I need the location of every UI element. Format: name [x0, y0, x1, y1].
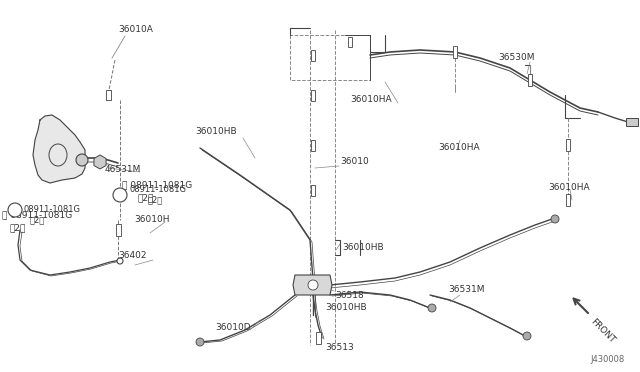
Polygon shape: [293, 275, 332, 295]
Text: 〈2）: 〈2）: [10, 224, 26, 232]
Text: 36010H: 36010H: [134, 215, 170, 224]
Circle shape: [76, 154, 88, 166]
Bar: [316, 332, 321, 344]
Bar: [311, 90, 315, 101]
Text: 46531M: 46531M: [105, 166, 141, 174]
Text: 36010HA: 36010HA: [350, 96, 392, 105]
Bar: [566, 194, 570, 206]
Text: 36513: 36513: [325, 343, 354, 353]
Text: 36010D: 36010D: [215, 324, 251, 333]
Bar: [348, 37, 352, 47]
Text: ⓝ 08911-1081G: ⓝ 08911-1081G: [122, 180, 192, 189]
Text: 36010HA: 36010HA: [438, 144, 479, 153]
Circle shape: [8, 203, 22, 217]
Text: 36010HB: 36010HB: [325, 304, 367, 312]
Polygon shape: [33, 115, 85, 183]
Text: N: N: [12, 207, 18, 213]
Text: 08911-1081G: 08911-1081G: [24, 205, 81, 215]
Bar: [311, 185, 315, 196]
Circle shape: [308, 280, 318, 290]
Text: FRONT: FRONT: [589, 317, 617, 345]
Bar: [626, 118, 638, 126]
Bar: [106, 90, 111, 100]
Text: 36010: 36010: [340, 157, 369, 167]
Bar: [311, 50, 315, 61]
Bar: [566, 139, 570, 151]
Text: J430008: J430008: [590, 356, 624, 365]
Bar: [116, 224, 121, 236]
Text: 36531M: 36531M: [448, 285, 484, 295]
Text: 36010HB: 36010HB: [342, 244, 383, 253]
Text: 36010HB: 36010HB: [195, 128, 237, 137]
Text: （2）: （2）: [138, 193, 154, 202]
Bar: [528, 74, 532, 86]
Bar: [453, 46, 457, 58]
Circle shape: [428, 304, 436, 312]
Text: （2）: （2）: [148, 196, 163, 205]
Text: 08911-1081G: 08911-1081G: [130, 186, 187, 195]
Circle shape: [196, 338, 204, 346]
Text: 〈2）: 〈2）: [30, 215, 45, 224]
Text: 36010A: 36010A: [118, 26, 153, 35]
Text: ⓝ 08911-1081G: ⓝ 08911-1081G: [2, 211, 72, 219]
Bar: [311, 140, 315, 151]
Text: 36010HA: 36010HA: [548, 183, 589, 192]
Circle shape: [117, 258, 123, 264]
Text: N: N: [117, 192, 123, 198]
Text: 36518: 36518: [335, 291, 364, 299]
Circle shape: [113, 188, 127, 202]
Circle shape: [551, 215, 559, 223]
Text: 36402: 36402: [118, 250, 147, 260]
Text: 36530M: 36530M: [498, 54, 534, 62]
Circle shape: [523, 332, 531, 340]
